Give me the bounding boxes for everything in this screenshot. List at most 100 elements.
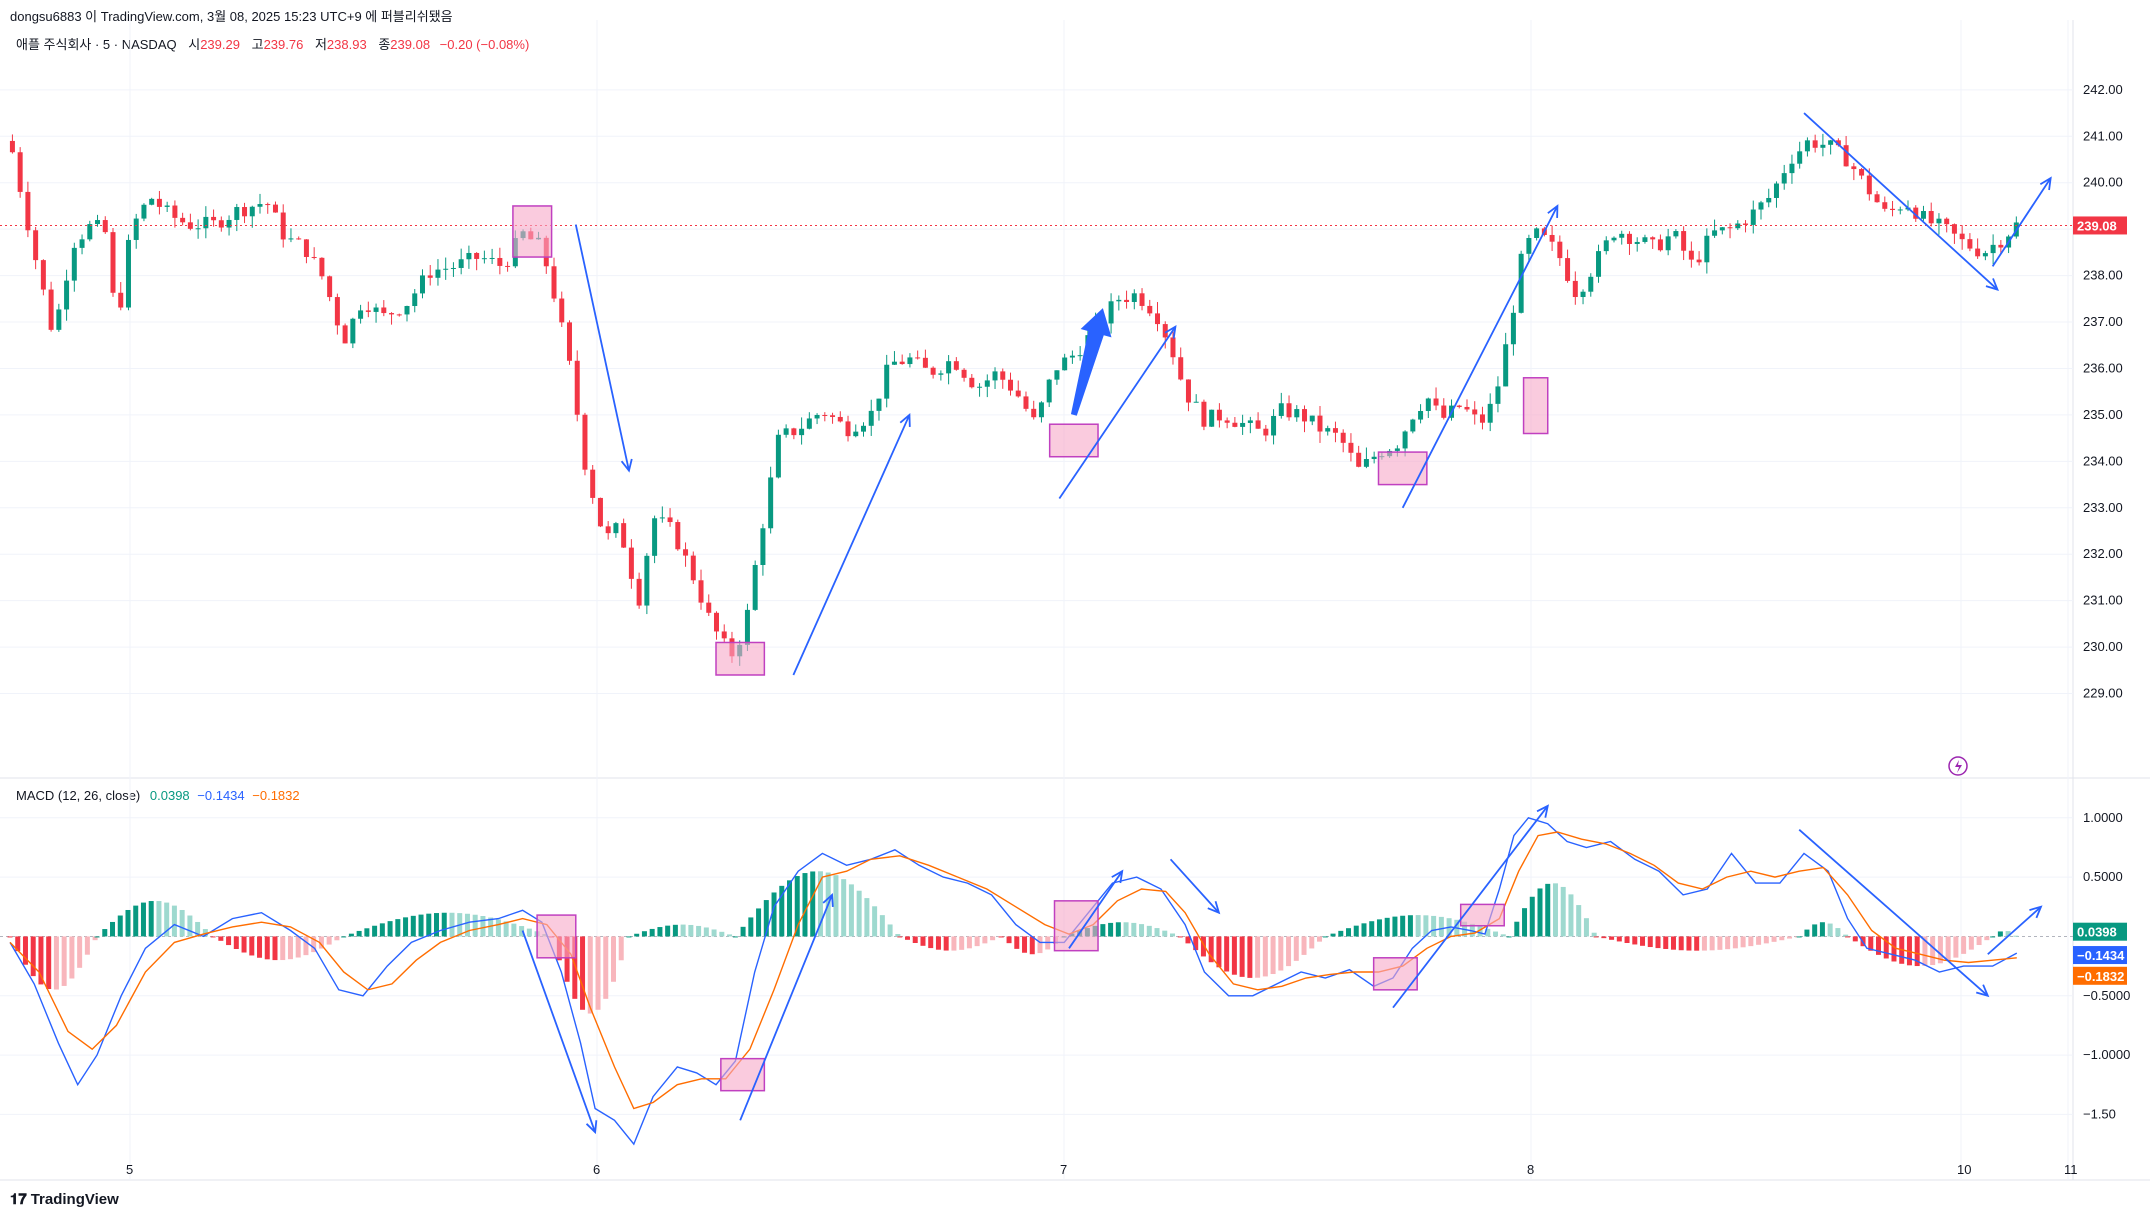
symbol-name[interactable]: 애플 주식회사 · 5 · NASDAQ <box>16 37 177 52</box>
candle-body <box>48 289 54 330</box>
macd-histogram-bar <box>841 879 847 937</box>
macd-histogram-bar <box>410 915 416 937</box>
candle-body <box>1271 415 1277 436</box>
high-value: 239.76 <box>263 37 304 52</box>
candle-body <box>1449 405 1455 418</box>
macd-histogram-bar <box>680 924 686 937</box>
candle-body <box>458 259 464 268</box>
candle-body <box>365 310 371 312</box>
candle-body <box>211 216 217 221</box>
candle-body <box>822 414 828 416</box>
macd-histogram-bar <box>1177 936 1183 938</box>
candle-body <box>1526 237 1532 254</box>
candle-body <box>1936 218 1942 224</box>
macd-y-tick-label: 0.5000 <box>2083 869 2123 884</box>
macd-histogram-bar <box>732 936 738 938</box>
macd-line-value: −0.1434 <box>197 788 245 803</box>
macd-histogram-bar <box>179 909 185 937</box>
candle-body <box>1147 305 1153 314</box>
candle-body <box>721 631 727 639</box>
candle-body <box>1069 355 1075 358</box>
highlight-box <box>1372 957 1418 991</box>
candle-body <box>358 310 364 319</box>
candle-body <box>249 206 255 217</box>
macd-histogram-bar <box>164 902 170 937</box>
macd-histogram-bar <box>1392 916 1398 937</box>
candle-body <box>1193 401 1199 403</box>
candle-body <box>1348 442 1354 453</box>
macd-histogram-bar <box>1045 936 1051 950</box>
arrow-head <box>1536 804 1550 818</box>
candle-body <box>280 212 286 240</box>
candle-body <box>373 307 379 312</box>
macd-histogram-bar <box>117 915 123 937</box>
macd-histogram-bar <box>318 936 324 949</box>
macd-histogram-bar <box>1968 936 1974 950</box>
candle-body <box>1688 250 1694 260</box>
candle-body <box>1766 197 1772 203</box>
candle-body <box>984 380 990 387</box>
candle-body <box>1588 276 1594 292</box>
candle-body <box>1951 224 1957 234</box>
candle-body <box>690 555 696 581</box>
tradingview-logo[interactable]: 𝟏𝟕 TradingView <box>10 1191 119 1208</box>
macd-histogram-bar <box>1717 936 1723 950</box>
macd-histogram-bar <box>1914 936 1920 967</box>
candle-body <box>868 410 874 426</box>
macd-histogram-bar <box>1108 922 1114 937</box>
macd-histogram-bar <box>1092 925 1098 937</box>
macd-histogram-bar <box>156 901 162 937</box>
candle-body <box>737 644 743 657</box>
candle-body <box>1534 228 1540 238</box>
candle-body <box>1704 235 1710 263</box>
macd-histogram-bar <box>257 936 263 958</box>
candle-body <box>350 318 356 344</box>
macd-histogram-bar <box>794 876 800 937</box>
macd-histogram-bar <box>1193 936 1199 951</box>
candle-body <box>1085 335 1091 356</box>
candle-body <box>25 191 31 231</box>
macd-histogram-bar <box>556 936 562 961</box>
macd-histogram-bar <box>503 921 509 937</box>
candle-body <box>1603 240 1609 252</box>
candle-body <box>164 205 170 207</box>
candle-body <box>1240 422 1246 427</box>
candle-body <box>1580 291 1586 298</box>
macd-histogram-bar <box>810 871 816 937</box>
macd-histogram-bar <box>92 936 98 941</box>
arrow-annotation <box>1392 805 1549 1009</box>
macd-histogram-bar <box>542 934 548 937</box>
candle-body <box>450 267 456 269</box>
macd-histogram-bar <box>1446 918 1452 937</box>
macd-histogram-bar <box>1835 928 1841 937</box>
highlight-box <box>1048 423 1099 458</box>
arrow-head <box>1164 324 1177 339</box>
candle-body <box>1054 370 1060 380</box>
candle-body <box>760 528 766 565</box>
macd-histogram-bar <box>61 936 67 986</box>
candle-body <box>102 220 108 233</box>
candle-body <box>381 307 387 314</box>
macd-histogram-bar <box>1552 883 1558 937</box>
candle-body <box>1866 175 1872 195</box>
candle-body <box>1642 237 1648 242</box>
macd-histogram-bar <box>202 929 208 937</box>
macd-histogram-bar <box>1937 936 1943 964</box>
candle-body <box>40 260 46 290</box>
macd-histogram-bar <box>1286 936 1292 967</box>
candle-body <box>118 292 124 308</box>
macd-histogram-bar <box>1052 936 1058 944</box>
candle-body <box>1356 452 1362 467</box>
macd-histogram-bar <box>626 936 632 938</box>
macd-histogram-bar <box>30 936 36 977</box>
candle-body <box>1611 237 1617 241</box>
candle-body <box>1015 390 1021 397</box>
candle-body <box>675 522 681 550</box>
macd-histogram-bar <box>241 936 247 953</box>
macd-histogram-bar <box>1601 936 1607 939</box>
macd-name[interactable]: MACD (12, 26, close) <box>16 788 141 803</box>
high-label: 고 <box>251 37 264 52</box>
macd-histogram-bar <box>488 917 494 937</box>
y-tick-label: 236.00 <box>2083 360 2123 375</box>
